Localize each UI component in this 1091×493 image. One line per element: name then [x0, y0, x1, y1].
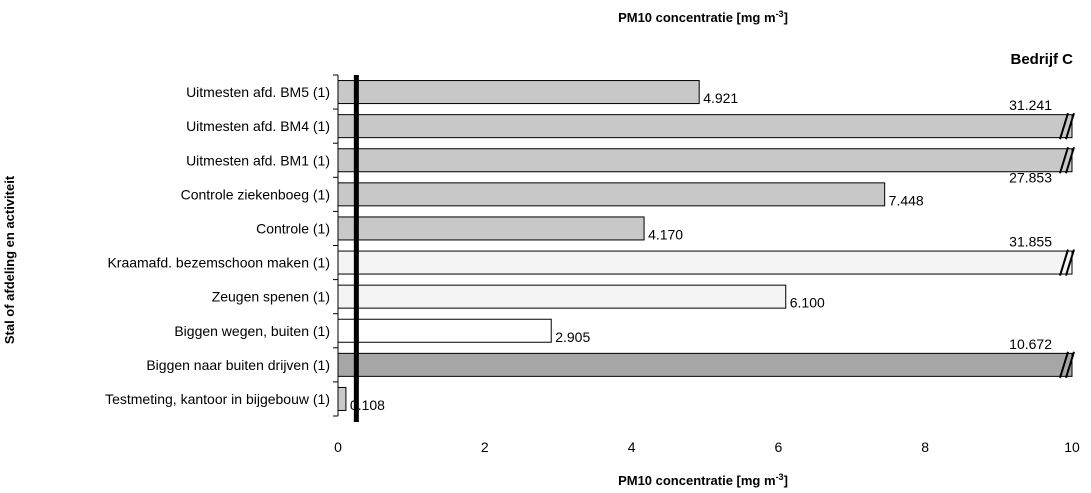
bar: [337, 352, 1073, 377]
plot-area: Uitmesten afd. BM5 (1) 4.921 Uitmesten afd…: [105, 74, 1080, 455]
bar: [337, 386, 347, 411]
value-label: 6.100: [790, 295, 825, 311]
bar: [337, 318, 552, 343]
axis-break-mark: [1065, 146, 1075, 174]
x-tick-label: 8: [921, 439, 929, 455]
x-tick-label: 10: [1064, 439, 1080, 455]
axis-break-mark: [1065, 249, 1075, 276]
y-axis-title: Stal of afdeling en activiteit: [2, 175, 17, 344]
axis-break-mark: [1065, 351, 1075, 379]
axis-break-mark: [1059, 249, 1069, 276]
bar: [337, 114, 1073, 139]
category-label: Uitmesten afd. BM4 (1): [186, 118, 330, 134]
category-label: Testmeting, kantoor in bijgebouw (1): [105, 391, 330, 407]
value-label: 31.855: [1009, 234, 1052, 250]
value-label: 27.853: [1009, 169, 1052, 185]
category-label: Kraamafd. bezemschoon maken (1): [107, 255, 330, 271]
category-label: Controle ziekenboeg (1): [181, 186, 330, 202]
category-label: Controle (1): [256, 220, 330, 236]
axis-break-mark: [1065, 112, 1075, 140]
category-label: Uitmesten afd. BM1 (1): [186, 152, 330, 168]
chart-title: PM10 concentratie [mg m-3]: [618, 9, 788, 25]
value-label: 2.905: [555, 329, 590, 345]
x-axis-title: PM10 concentratie [mg m-3]: [618, 472, 788, 488]
x-tick-label: 4: [628, 439, 636, 455]
bar: [337, 148, 1073, 173]
category-label: Biggen wegen, buiten (1): [174, 323, 330, 339]
value-label: 7.448: [889, 192, 924, 208]
bar: [337, 182, 886, 207]
bar: [337, 284, 787, 309]
bar: [337, 80, 700, 105]
value-label: 4.921: [703, 90, 738, 106]
bar: [337, 216, 645, 241]
x-tick-label: 2: [481, 439, 489, 455]
x-tick-label: 0: [334, 439, 342, 455]
category-label: Zeugen spenen (1): [212, 289, 330, 305]
axis-break-mark: [1059, 351, 1069, 379]
bar: [337, 250, 1073, 275]
category-label: Uitmesten afd. BM5 (1): [186, 84, 330, 100]
category-label: Biggen naar buiten drijven (1): [146, 357, 330, 373]
value-label: 31.241: [1009, 97, 1052, 113]
axis-break-mark: [1059, 112, 1069, 140]
value-label: 10.672: [1009, 336, 1052, 352]
axis-break-mark: [1059, 146, 1069, 174]
value-label: 4.170: [648, 226, 683, 242]
x-tick-label: 6: [775, 439, 783, 455]
company-label: Bedrijf C: [1010, 51, 1073, 68]
